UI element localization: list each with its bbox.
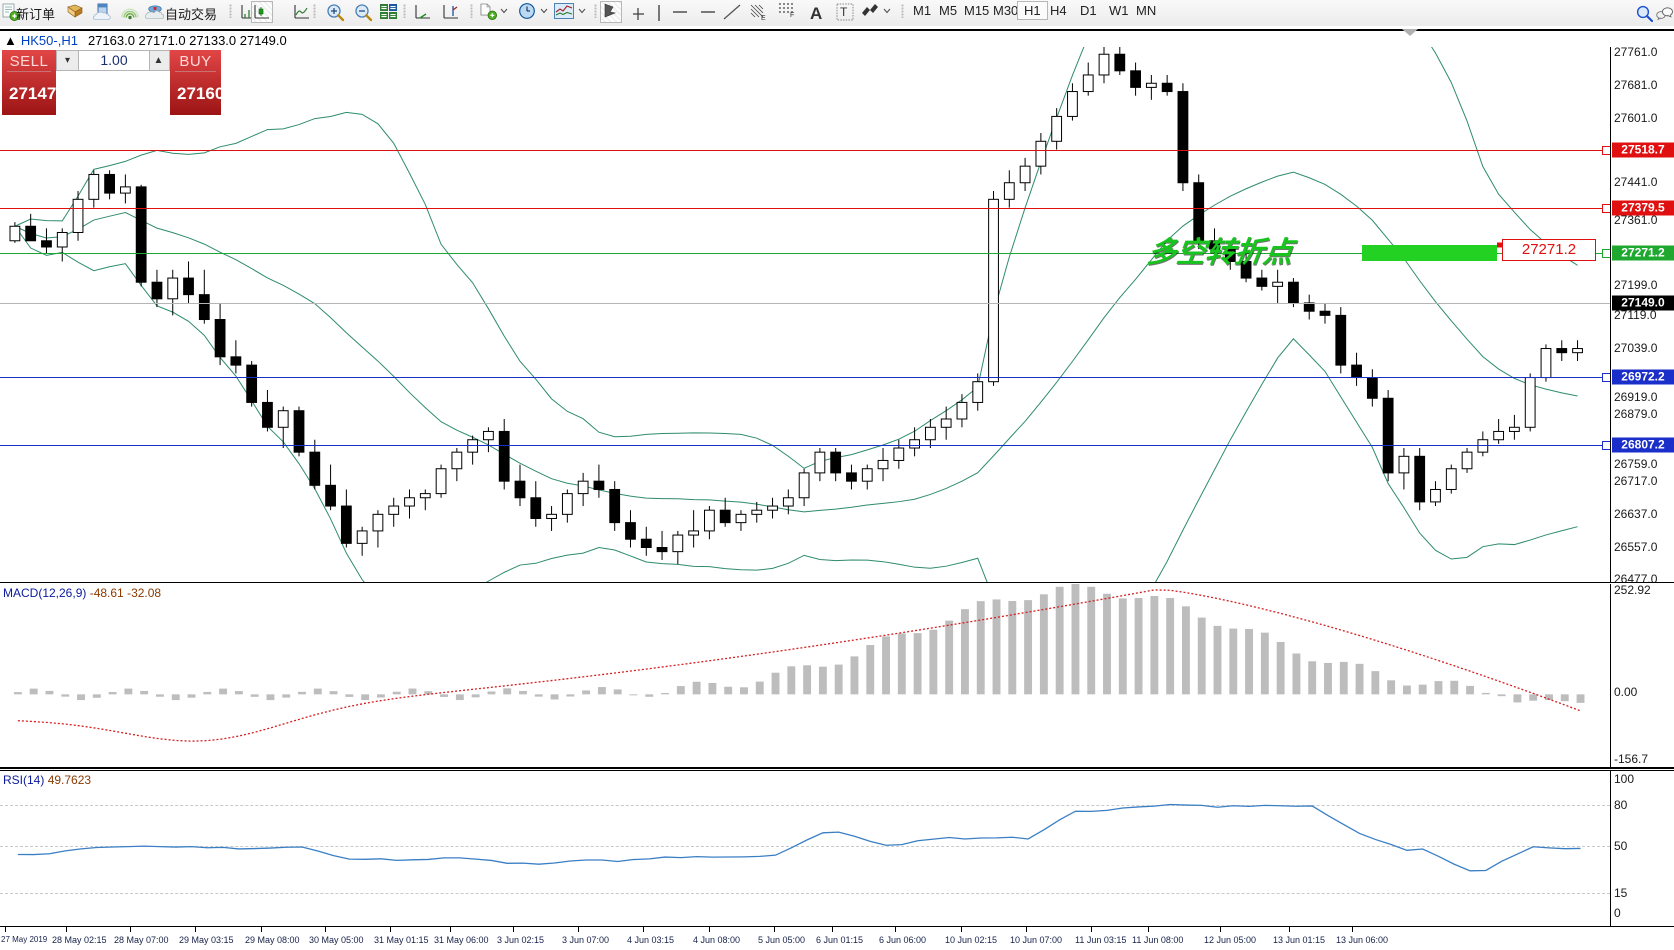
svg-text:T: T — [840, 5, 848, 19]
svg-text:F: F — [790, 12, 794, 17]
svg-text:E: E — [761, 15, 766, 21]
